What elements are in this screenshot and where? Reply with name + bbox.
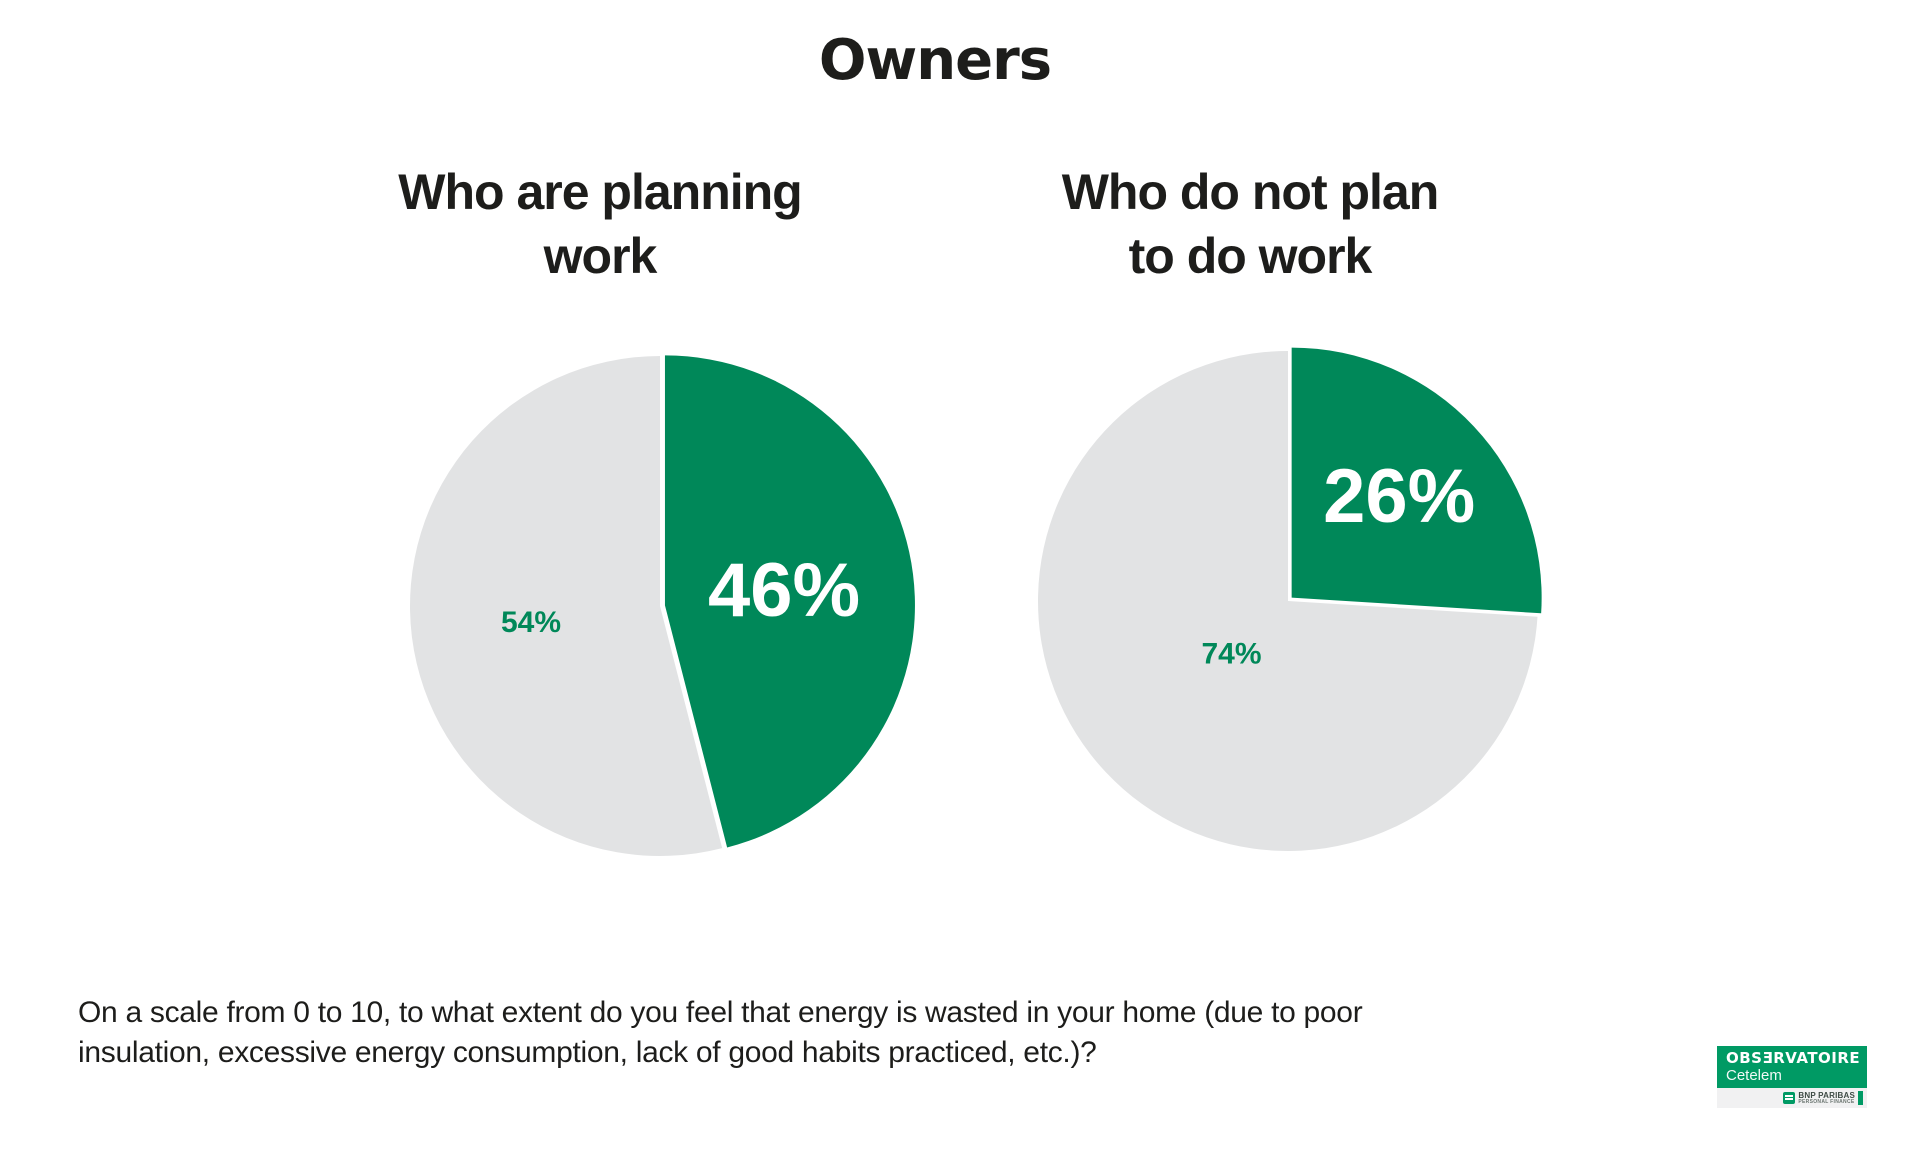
personal-finance-label: PERSONAL FINANCE [1798,1098,1855,1105]
observatoire-cetelem-logo: OBSƎRVATOIRE Cetelem BNP PARIBAS PERSONA… [1717,1046,1867,1108]
pie-slice-label: 54% [501,606,561,639]
bnp-tag-icon [1858,1091,1863,1105]
pie-slice-label: 74% [1201,638,1261,671]
chart-title-line: Who are planning [398,164,802,220]
chart-title-line: Who do not plan [1061,164,1440,220]
pie-slice [1038,351,1538,851]
observatoire-cetelem-logo-box: OBSƎRVATOIRE Cetelem [1717,1046,1867,1088]
pie-slice [664,355,915,848]
survey-question-line: insulation, excessive energy consumption… [78,1036,1097,1069]
survey-question-line: On a scale from 0 to 10, to what extent … [78,996,1363,1029]
chart-title-line: work [543,228,658,284]
bnp-paribas-icon [1783,1092,1796,1104]
bnp-paribas-strip: BNP PARIBAS PERSONAL FINANCE [1717,1088,1867,1108]
survey-question: On a scale from 0 to 10, to what extent … [78,993,1363,1073]
chart-title-no-plan-work: Who do not plan to do work [970,160,1530,288]
cetelem-wordmark: Cetelem [1726,1067,1782,1084]
pie-chart-no-plan-work: 26% 74% [1038,347,1542,851]
pie-slice [1291,347,1542,614]
observatoire-wordmark: OBSƎRVATOIRE [1726,1049,1861,1067]
chart-title-line: to do work [1128,228,1373,284]
chart-title-planning-work: Who are planning work [320,160,880,288]
bnp-paribas-label: BNP PARIBAS [1798,1090,1855,1100]
pie-slice [410,356,723,856]
pie-slice-label: 26% [1323,454,1475,539]
pie-chart-planning-work: 46% 54% [410,355,915,856]
pie-slice-label: 46% [708,548,860,633]
page-title: Owners [818,28,1052,93]
